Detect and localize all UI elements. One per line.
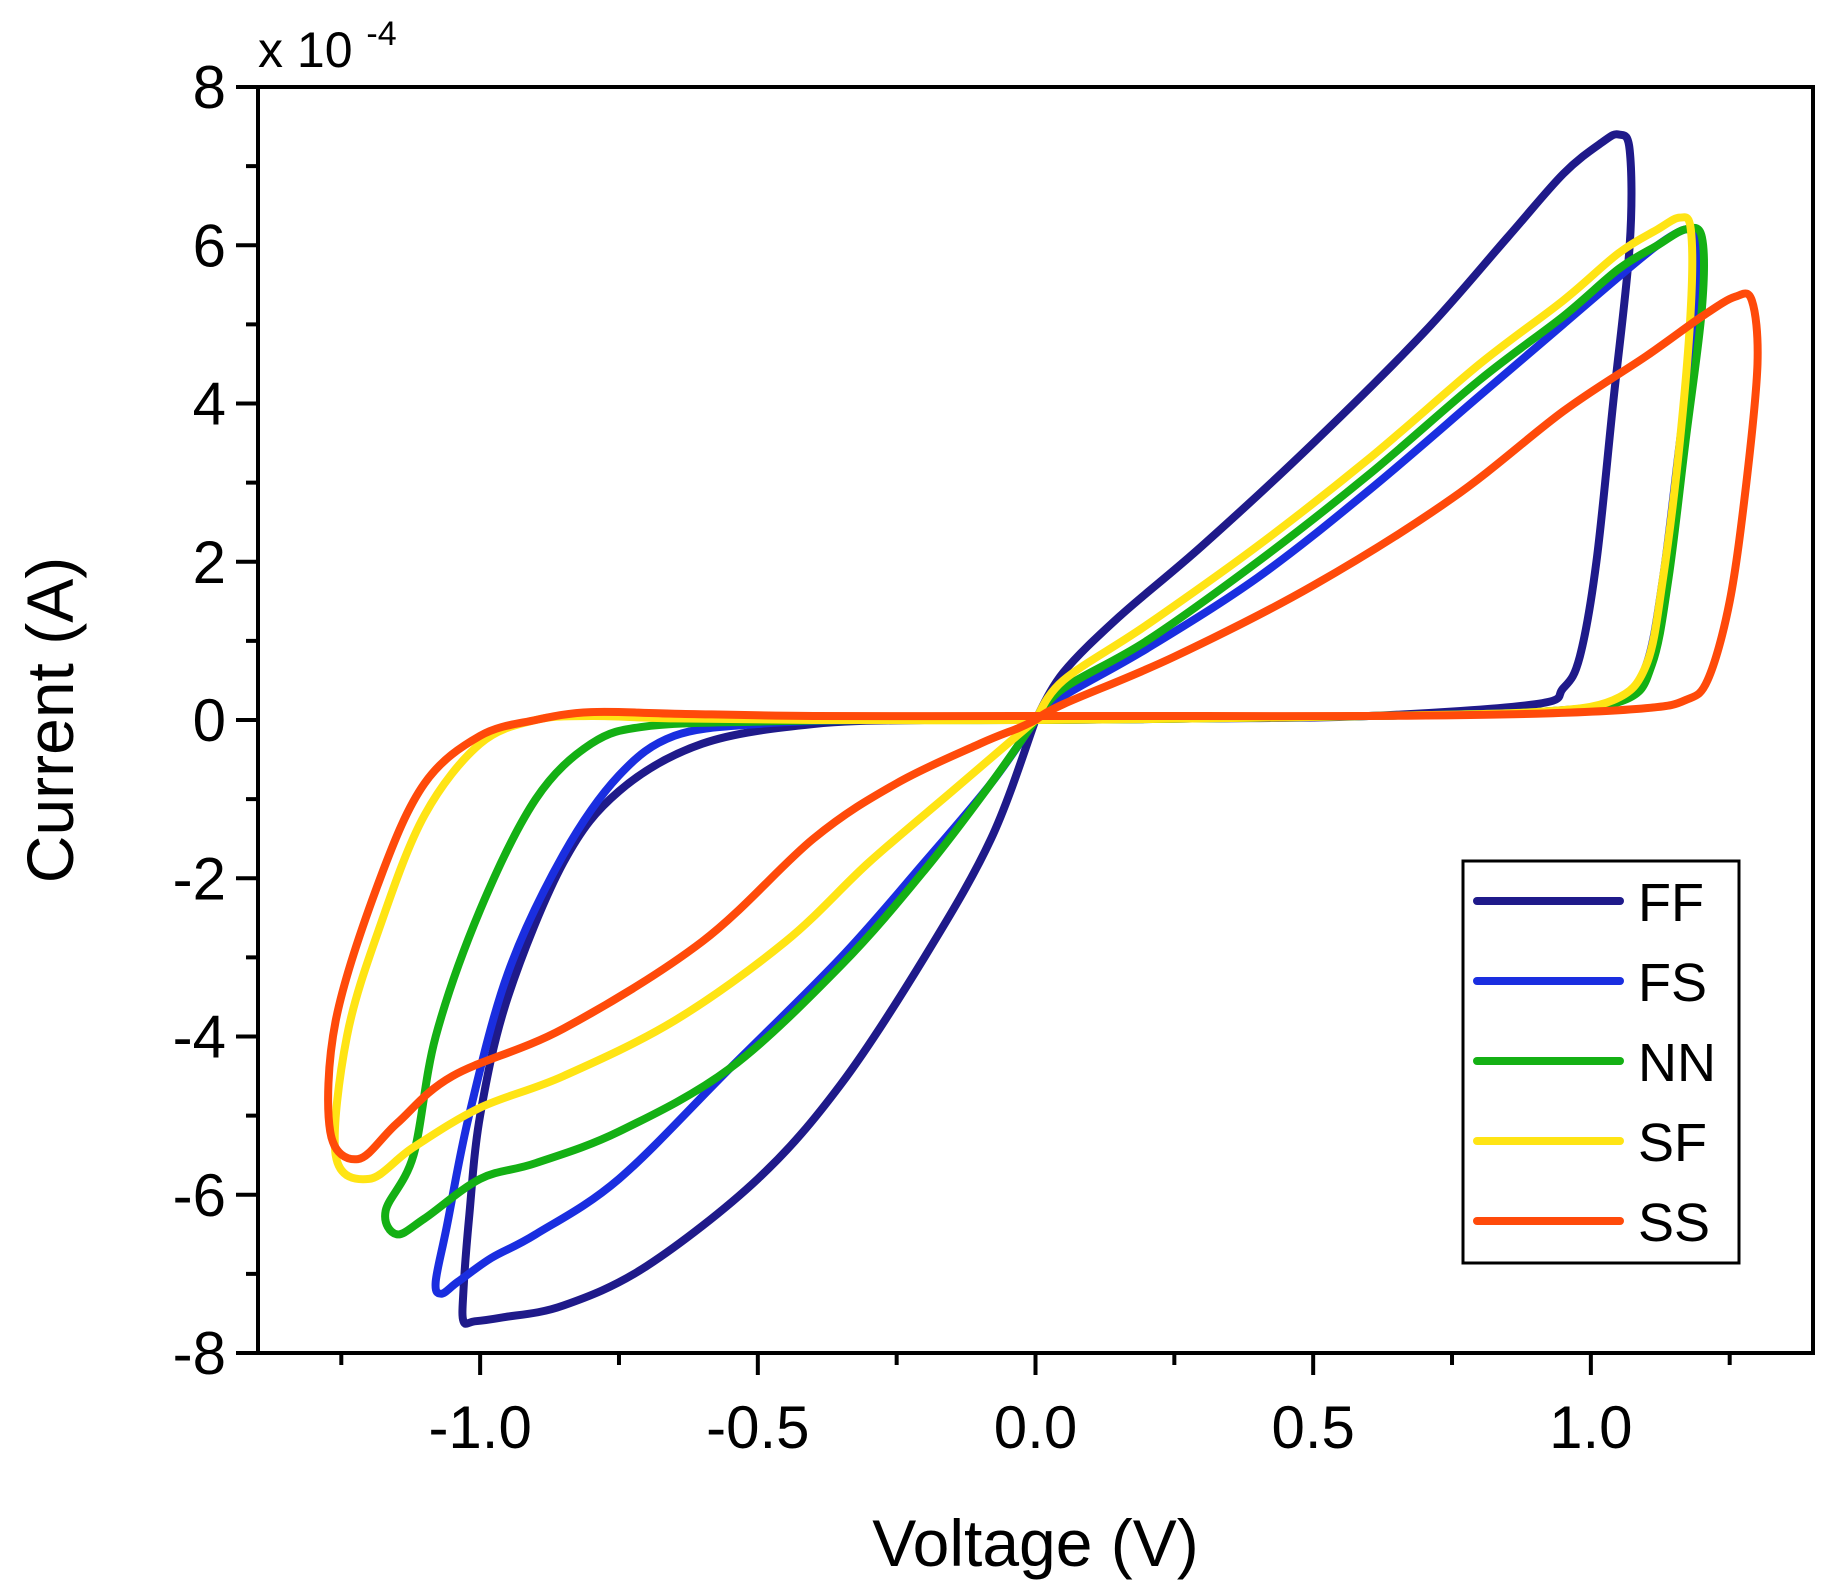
curves-layer	[324, 130, 1762, 1328]
y-tick-label: -4	[173, 1004, 226, 1071]
y-axis-title: Current (A)	[13, 557, 87, 883]
y-tick-label: -2	[173, 845, 226, 912]
x-tick-label: 0.0	[994, 1394, 1077, 1461]
y-multiplier-label: x 10 -4	[258, 15, 397, 78]
legend-label-ss: SS	[1638, 1193, 1710, 1253]
x-tick-label: -0.5	[706, 1394, 809, 1461]
x-axis-title: Voltage (V)	[872, 1506, 1199, 1580]
legend-label-fs: FS	[1638, 953, 1707, 1013]
y-multiplier-base: x 10	[258, 22, 353, 78]
y-tick-label: 0	[193, 687, 226, 754]
legend-label-sf: SF	[1638, 1113, 1707, 1173]
x-axis-ticks: -1.0 -0.5 0.0 0.5 1.0	[339, 1353, 1732, 1461]
legend-label-nn: NN	[1638, 1033, 1716, 1093]
x-tick-label: -1.0	[428, 1394, 531, 1461]
y-multiplier-exponent: -4	[366, 15, 396, 53]
y-tick-label: 6	[193, 212, 226, 279]
y-axis-ticks: -8 -6 -4 -2 0 2 4 6 8	[173, 54, 258, 1387]
x-tick-label: 0.5	[1271, 1394, 1354, 1461]
y-tick-label: 2	[193, 529, 226, 596]
y-tick-label: -8	[173, 1320, 226, 1387]
x-tick-label: 1.0	[1549, 1394, 1632, 1461]
y-tick-label: 8	[193, 54, 226, 121]
legend: FF FS NN SF SS	[1461, 859, 1741, 1265]
y-tick-label: -6	[173, 1162, 226, 1229]
series-line-ss	[324, 289, 1762, 1164]
y-tick-label: 4	[193, 371, 226, 438]
legend-label-ff: FF	[1638, 873, 1704, 933]
